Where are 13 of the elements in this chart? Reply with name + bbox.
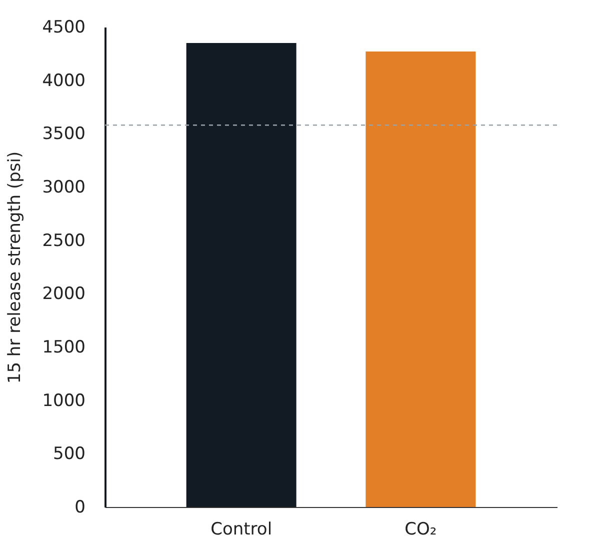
x-tick-label: CO₂ [404,520,437,540]
y-axis-title: 15 hr release strength (psi) [5,151,26,384]
y-tick-label: 3000 [42,178,86,198]
y-tick-label: 0 [74,498,86,518]
y-tick-label: 4500 [42,18,86,38]
y-tick-label: 500 [53,444,86,464]
y-tick-label: 1500 [42,338,86,358]
x-tick-label: Control [210,520,272,540]
y-tick-label: 3500 [42,124,86,144]
y-tick-label: 4000 [42,70,86,91]
y-tick-label: 1000 [42,390,86,411]
y-tick-label: 2500 [42,230,86,251]
y-tick-label: 2000 [42,284,86,304]
